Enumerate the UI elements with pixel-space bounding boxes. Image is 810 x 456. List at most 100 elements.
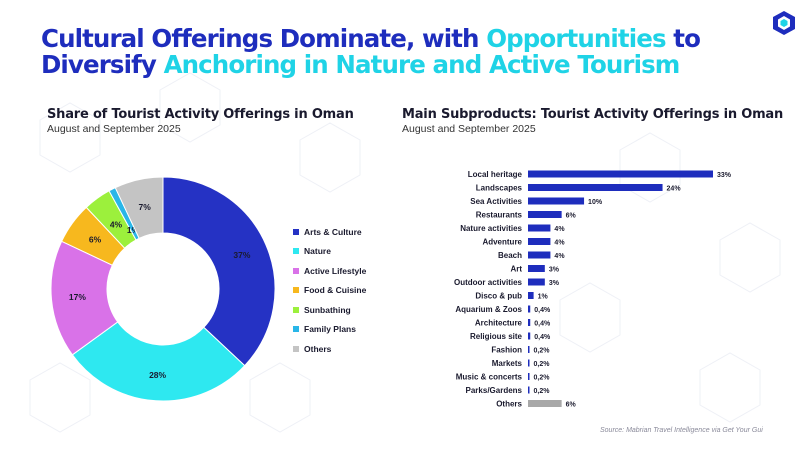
donut-slice-label: 7%: [139, 202, 152, 212]
legend-swatch: [293, 267, 299, 274]
donut-slice-label: 28%: [149, 370, 166, 380]
legend-swatch: [293, 287, 299, 294]
bar-value-label: 24%: [667, 186, 682, 193]
brand-logo-icon: [773, 11, 795, 35]
bar: [528, 278, 545, 286]
bar-value-label: 10%: [588, 199, 603, 206]
donut-slice: [71, 321, 246, 402]
bar: [528, 238, 551, 245]
donut-chart-title: Share of Tourist Activity Offerings in O…: [47, 107, 354, 122]
legend-label: Sunbathing: [304, 304, 351, 315]
bar-category-label: Art: [510, 265, 522, 274]
bar-value-label: 0,4%: [534, 321, 551, 328]
bar-category-label: Nature activities: [460, 224, 522, 233]
page-title: Cultural Offerings Dominate, with Opport…: [41, 26, 741, 78]
bar: [528, 359, 530, 367]
bar: [528, 265, 545, 272]
legend-swatch: [293, 306, 299, 313]
bar-category-label: Disco & pub: [475, 292, 522, 301]
bar: [528, 184, 663, 191]
legend-item: Family Plans: [293, 320, 366, 340]
bar-value-label: 6%: [566, 402, 577, 409]
title-line1-part1: Cultural Offerings Dominate, with: [41, 24, 479, 53]
legend-swatch: [293, 326, 299, 333]
bar: [528, 319, 531, 326]
bar-category-label: Music & concerts: [456, 373, 523, 382]
bar-value-label: 4%: [554, 226, 565, 233]
bar-value-label: 3%: [549, 280, 560, 287]
legend-item: Arts & Culture: [293, 222, 366, 242]
bar-chart-title: Main Subproducts: Tourist Activity Offer…: [402, 107, 784, 122]
bar-value-label: 0,2%: [534, 388, 551, 395]
bar: [528, 251, 551, 259]
bar-category-label: Beach: [498, 251, 522, 260]
bar-category-label: Landscapes: [476, 184, 523, 193]
title-line2-part1: Diversify: [41, 50, 157, 79]
bar-category-label: Others: [496, 400, 522, 409]
bar-category-label: Religious site: [470, 332, 523, 341]
bar-value-label: 6%: [566, 213, 577, 220]
bar: [528, 373, 530, 380]
donut-slice-label: 4%: [110, 219, 123, 229]
bar-value-label: 4%: [554, 240, 565, 247]
title-line2-highlight: Anchoring in Nature and Active Tourism: [163, 50, 681, 79]
bar: [528, 197, 585, 205]
donut-slice: [162, 176, 276, 367]
donut-slice-label: 17%: [69, 292, 86, 302]
title-line-2: Diversify Anchoring in Nature and Active…: [41, 52, 741, 78]
donut-legend: Arts & Culture Nature Active Lifestyle Food…: [293, 222, 366, 359]
bar: [528, 386, 530, 394]
legend-item: Others: [293, 339, 366, 359]
bar-value-label: 0,2%: [534, 375, 551, 382]
legend-label: Others: [304, 343, 332, 354]
legend-label: Nature: [304, 246, 331, 257]
bar-value-label: 3%: [549, 267, 560, 274]
bar-value-label: 33%: [717, 172, 732, 179]
bar: [528, 170, 713, 178]
bar-category-label: Markets: [492, 359, 523, 368]
title-line-1: Cultural Offerings Dominate, with Opport…: [41, 26, 741, 52]
bar-category-label: Outdoor activities: [454, 278, 523, 287]
bar-chart-subtitle: August and September 2025: [402, 123, 536, 135]
title-line1-part2: to: [673, 24, 701, 53]
bar: [528, 305, 531, 313]
source-note: Source: Mabrian Travel Intelligence via …: [600, 427, 763, 434]
legend-item: Food & Cuisine: [293, 281, 366, 301]
bar-category-label: Restaurants: [476, 211, 523, 220]
bar-category-label: Parks/Gardens: [466, 386, 523, 395]
donut-slice-label: 37%: [233, 250, 250, 260]
legend-label: Family Plans: [304, 324, 356, 335]
bar: [528, 400, 562, 407]
legend-item: Sunbathing: [293, 300, 366, 320]
legend-swatch: [293, 248, 299, 255]
bar-value-label: 0,2%: [534, 348, 551, 355]
title-line1-highlight: Opportunities: [486, 24, 666, 53]
legend-label: Food & Cuisine: [304, 285, 367, 296]
bar-category-label: Architecture: [475, 319, 523, 328]
bar-category-label: Adventure: [482, 238, 522, 247]
bar: [528, 224, 551, 232]
legend-item: Active Lifestyle: [293, 261, 366, 281]
legend-label: Active Lifestyle: [304, 265, 367, 276]
bar-value-label: 1%: [538, 294, 549, 301]
donut-slice-label: 1%: [127, 225, 140, 235]
donut-slice-label: 6%: [89, 235, 102, 245]
legend-label: Arts & Culture: [304, 226, 362, 237]
bar-category-label: Sea Activities: [470, 197, 522, 206]
bar-category-label: Aquarium & Zoos: [455, 305, 522, 314]
donut-chart-subtitle: August and September 2025: [47, 123, 181, 135]
bar: [528, 332, 531, 340]
bar: [528, 346, 530, 353]
bar-value-label: 0,4%: [534, 334, 551, 341]
bar-value-label: 4%: [554, 253, 565, 260]
donut-slice: [114, 176, 164, 239]
legend-swatch: [293, 228, 299, 235]
bar-category-label: Fashion: [491, 346, 522, 355]
legend-item: Nature: [293, 242, 366, 262]
bar: [528, 292, 534, 299]
bar-value-label: 0,2%: [534, 361, 551, 368]
legend-swatch: [293, 345, 299, 352]
